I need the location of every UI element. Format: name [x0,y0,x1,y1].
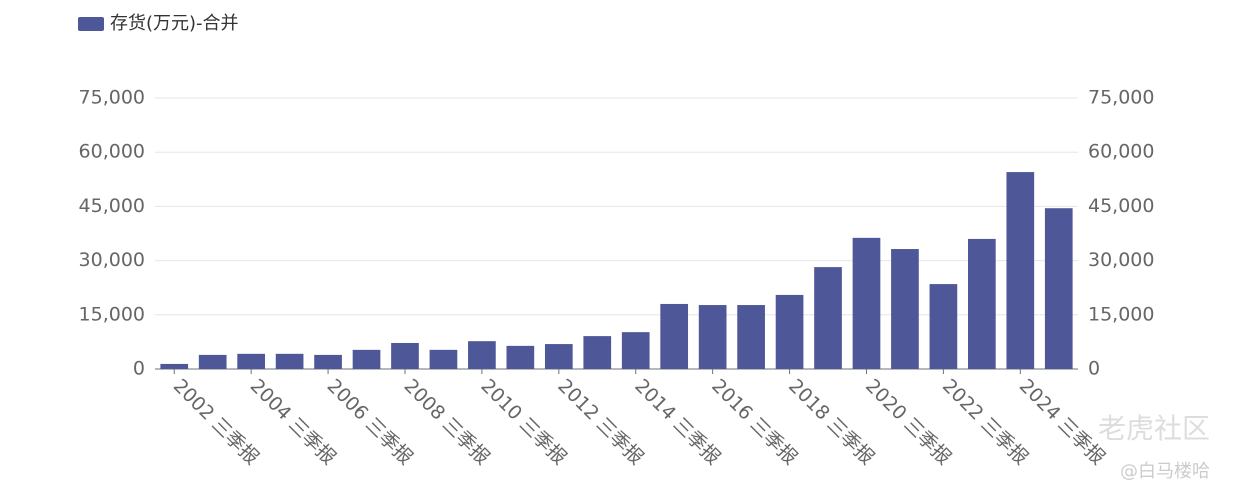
y2-tick-label: 30,000 [1088,249,1154,271]
watermark: 老虎社区 [1098,412,1210,445]
y2-tick-label: 75,000 [1088,87,1154,109]
y-tick-label: 15,000 [79,303,145,325]
y2-tick-label: 60,000 [1088,141,1154,163]
bar [314,354,342,369]
y-tick-label: 30,000 [79,249,145,271]
bar [929,284,958,369]
y-tick-label: 75,000 [79,87,145,109]
bar [506,345,535,369]
bar [698,305,727,369]
bar [160,363,189,369]
y2-tick-label: 15,000 [1088,303,1154,325]
y-tick-label: 60,000 [79,141,145,163]
y2-tick-label: 0 [1088,358,1100,380]
bar [814,267,842,369]
legend-swatch [78,17,104,31]
bar [237,353,265,369]
bar [429,349,458,369]
bar [352,349,381,369]
y-tick-label: 0 [133,358,145,380]
bar [198,354,227,369]
y-tick-label: 45,000 [79,195,145,217]
bar [621,332,650,369]
y2-tick-label: 45,000 [1088,195,1154,217]
bar [852,237,881,369]
bar [968,238,996,369]
credit: @白马楼哈 [1120,461,1210,482]
bar [275,353,304,369]
bar [737,305,765,369]
bar [583,336,612,369]
bar [891,249,919,369]
bar [1044,208,1073,369]
bar [1006,172,1035,369]
bar [544,344,573,369]
bar [468,341,496,369]
legend-label: 存货(万元)-合并 [110,13,239,34]
bar [391,342,419,369]
bar [775,294,804,369]
bar [660,303,689,369]
